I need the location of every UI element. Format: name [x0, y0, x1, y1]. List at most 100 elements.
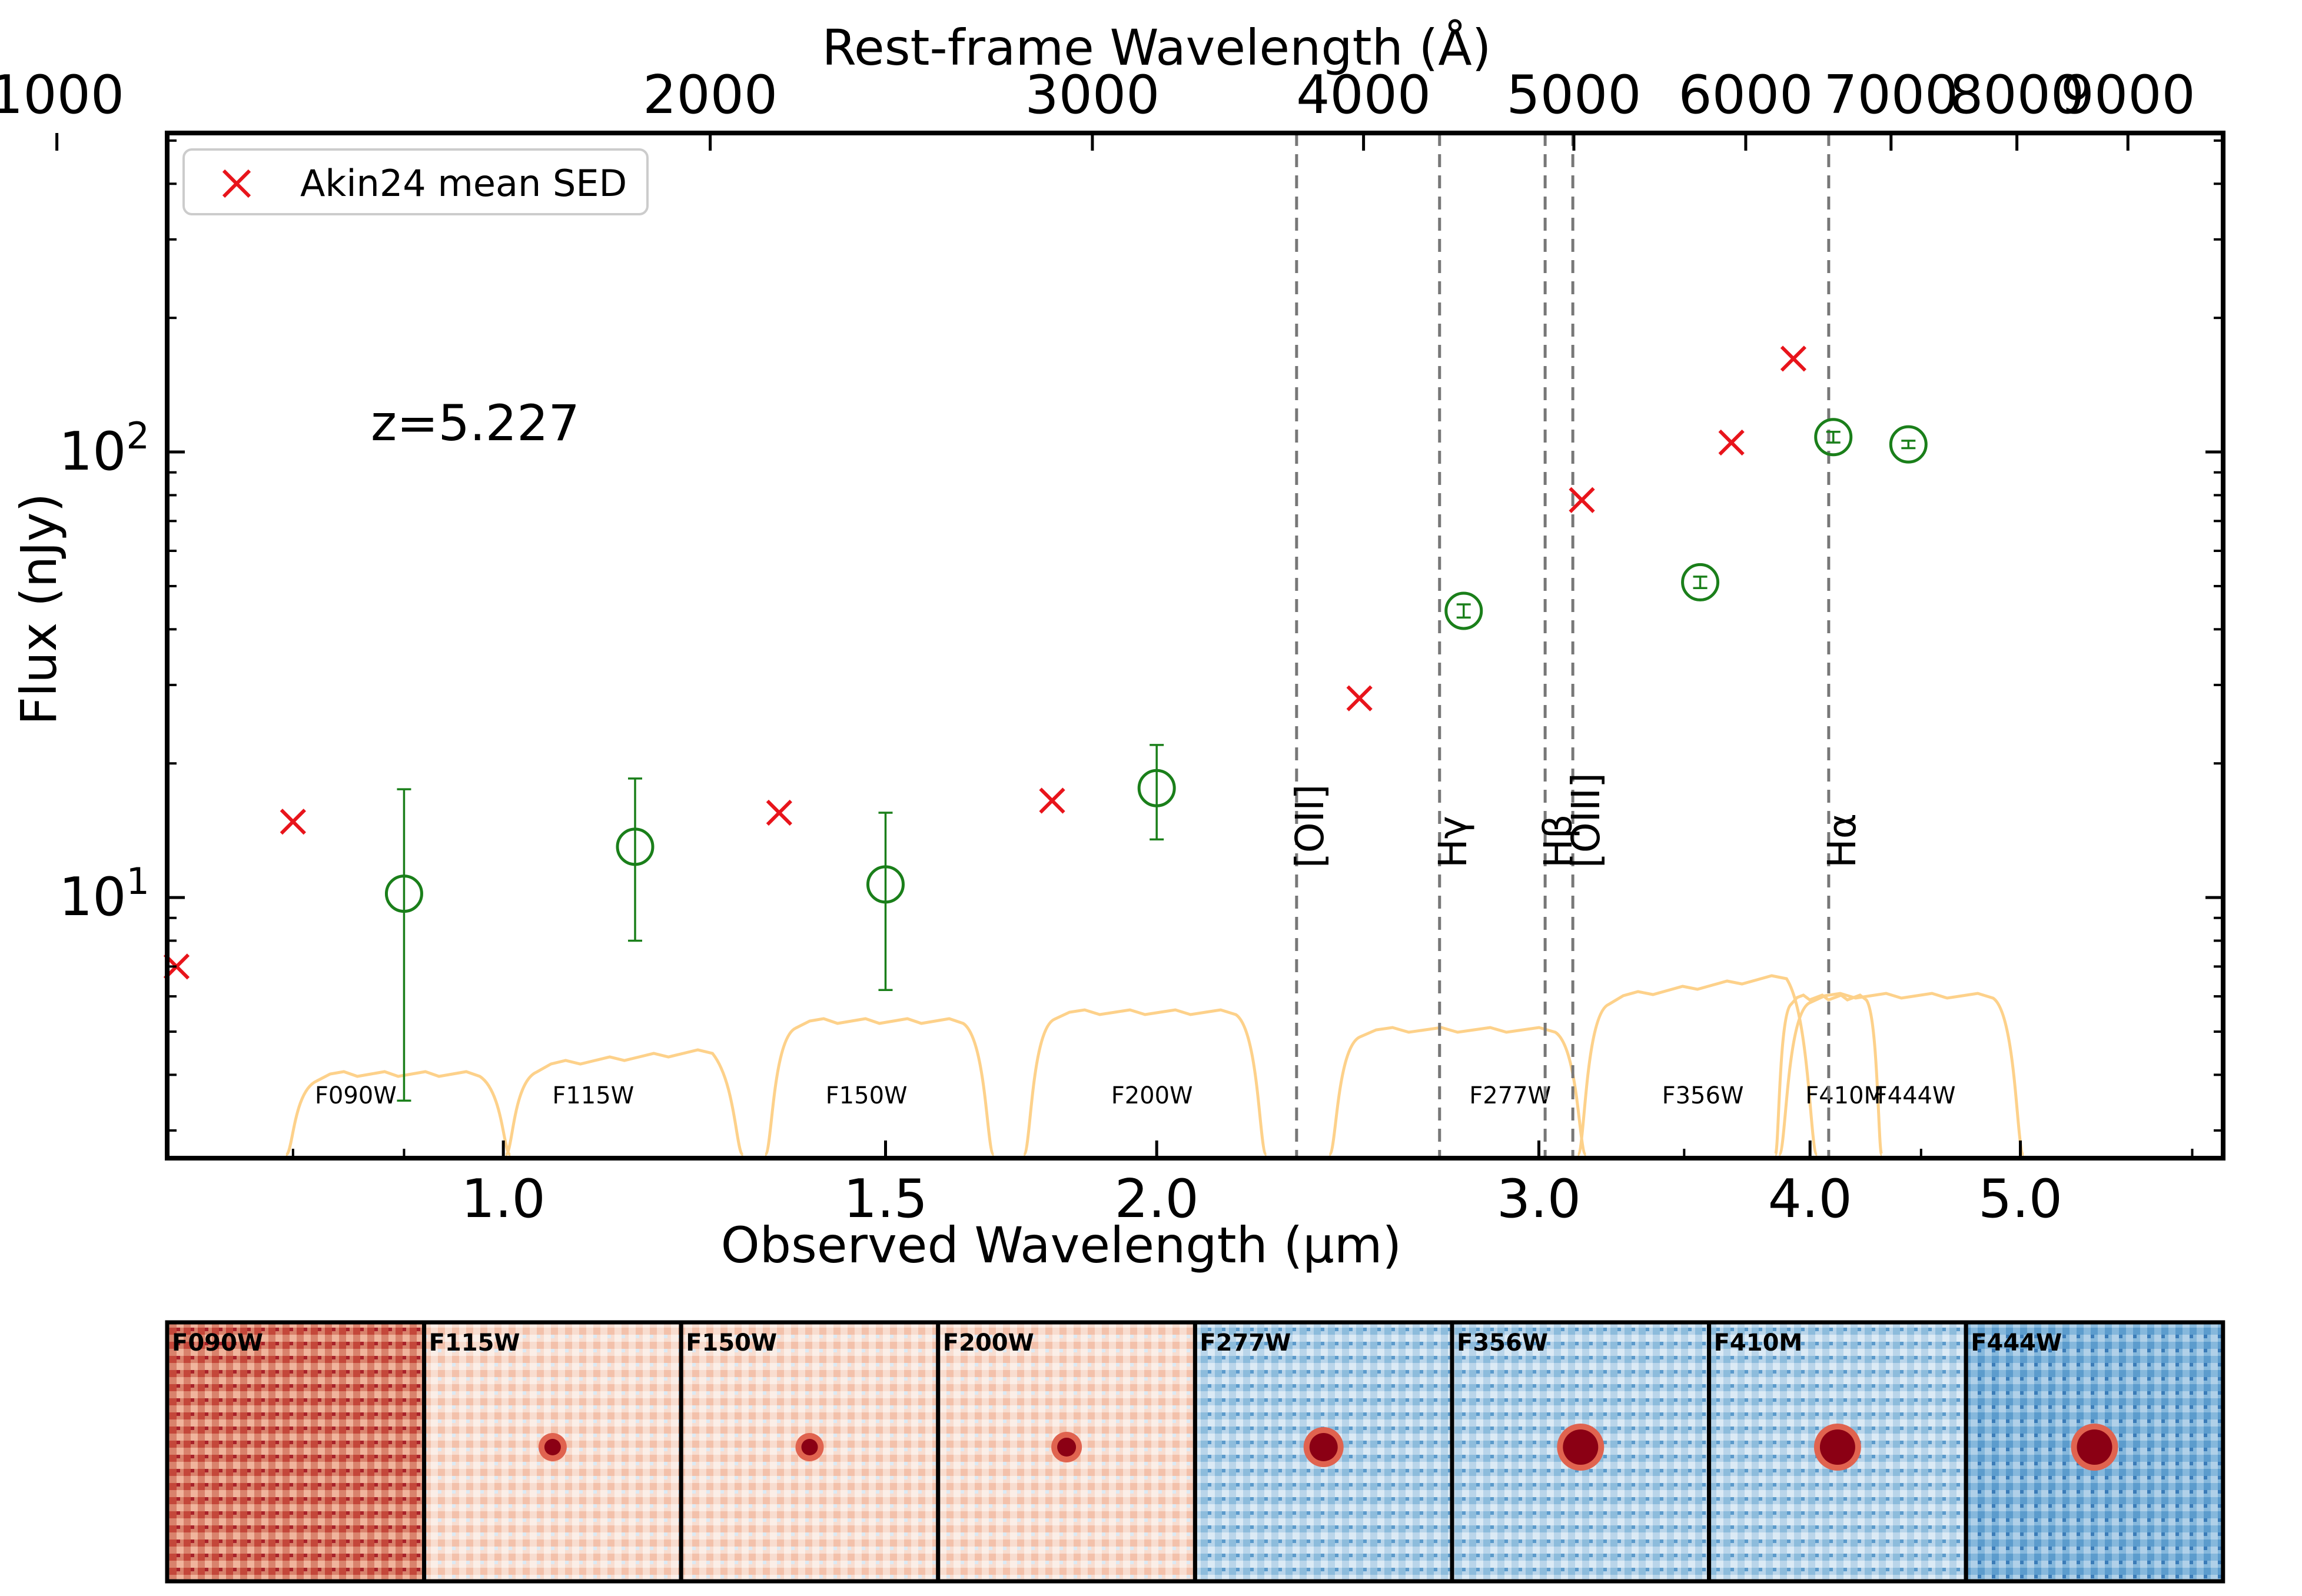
filter-label-f410m: F410M — [1805, 1082, 1884, 1109]
top-tick-label-7: 8000 — [1949, 64, 2084, 126]
cutout-f200w: F200W — [936, 1320, 1197, 1584]
cutout-f356w: F356W — [1450, 1320, 1712, 1584]
photometry-point-5 — [1681, 563, 1720, 601]
cutout-source-4 — [1309, 1433, 1338, 1461]
filter-curve-f090w — [285, 1070, 511, 1156]
emission-lines: [OII] Hγ Hβ[OIII] Hα — [1287, 133, 1865, 1158]
filter-curve-f115w — [504, 1048, 744, 1156]
cutout-source-5 — [1563, 1429, 1599, 1465]
top-tick-label-1: 2000 — [643, 64, 778, 126]
akin24-point-7 — [1780, 345, 1807, 372]
filter-curve-f410m — [1773, 993, 1884, 1156]
emission-line-label-0: [OII] — [1287, 784, 1333, 868]
cutout-label-f444w: F444W — [1971, 1329, 2062, 1356]
x-tick-label-4: 4.0 — [1768, 1168, 1852, 1230]
x-tick-label-1: 1.5 — [843, 1168, 928, 1230]
top-tick-label-8: 9000 — [2061, 64, 2195, 126]
cutout-f090w: F090W — [165, 1320, 427, 1584]
top-tick-label-4: 5000 — [1506, 64, 1641, 126]
legend-box — [182, 148, 649, 215]
cutout-label-f090w: F090W — [172, 1329, 263, 1356]
errorbar-6 — [1826, 430, 1841, 444]
cutout-label-f115w: F115W — [429, 1329, 520, 1356]
cutout-frame-7 — [1964, 1320, 2225, 1584]
emission-line-label-1: Hγ — [1430, 816, 1476, 868]
cutout-source-2 — [801, 1439, 818, 1455]
cutout-source-3 — [1057, 1438, 1077, 1457]
akin24-point-6 — [1718, 429, 1745, 456]
top-axis-title: Rest-frame Wavelength (Å) — [822, 18, 1491, 77]
filter-curve-f356w — [1576, 974, 1819, 1156]
akin24-point-1 — [280, 809, 306, 835]
legend-label-akin24: Akin24 mean SED — [300, 162, 627, 205]
errorbar-7 — [1901, 440, 1916, 450]
cutout-f150w: F150W — [679, 1320, 941, 1584]
cutout-f115w: F115W — [422, 1320, 683, 1584]
filter-label-f277w: F277W — [1469, 1082, 1551, 1109]
cutout-source-1 — [544, 1439, 561, 1455]
y-tick-label-0: 101 — [59, 860, 150, 928]
cutout-label-f150w: F150W — [686, 1329, 777, 1356]
legend-marker-x — [222, 169, 251, 198]
cutout-image-f090w — [167, 1322, 424, 1581]
photometry-point-1 — [616, 827, 655, 866]
cutout-label-f277w: F277W — [1200, 1329, 1291, 1356]
photometry-point-4 — [1444, 591, 1483, 630]
top-tick-label-2: 3000 — [1025, 64, 1160, 126]
axis-ticks: 1.0 1.5 2.0 3.0 4.0 5.0 1000 2000 3000 4000 5000 60… — [0, 64, 2223, 1230]
cutout-strip: F090W F115W F150W F200W F277W F356W F410M F444W — [165, 1320, 2225, 1584]
filter-label-f444w: F444W — [1874, 1082, 1956, 1109]
y-axis-title: Flux (nJy) — [10, 493, 68, 726]
cutout-source-6 — [1819, 1429, 1855, 1465]
filter-curve-f277w — [1327, 1026, 1587, 1156]
filter-label-f200w: F200W — [1111, 1082, 1193, 1109]
plot-frame — [165, 131, 2225, 1161]
photometry-point-2 — [866, 865, 905, 904]
top-tick-label-6: 7000 — [1823, 64, 1958, 126]
cutout-f444w: F444W — [1964, 1320, 2225, 1584]
akin24-point-3 — [1039, 787, 1065, 814]
cutout-f410m: F410M — [1707, 1320, 1968, 1584]
top-tick-label-3: 4000 — [1296, 64, 1431, 126]
x-axis-title: Observed Wavelength (μm) — [721, 1216, 1402, 1274]
top-tick-label-0: 1000 — [0, 64, 124, 126]
errorbar-3 — [1150, 744, 1164, 841]
filter-label-f090w: F090W — [315, 1082, 397, 1109]
error-bars — [397, 430, 1916, 1102]
errorbar-4 — [1456, 603, 1471, 619]
errorbar-5 — [1693, 576, 1708, 590]
emission-line-label-3: [OIII] — [1563, 773, 1609, 868]
photometry-point-6 — [1814, 418, 1853, 457]
emission-line-label-4: Hα — [1819, 813, 1865, 868]
filter-curve-f150w — [763, 1017, 995, 1156]
x-tick-label-5: 5.0 — [1978, 1168, 2062, 1230]
photometry-point-3 — [1137, 769, 1176, 807]
photometry-point-0 — [384, 875, 423, 913]
akin24-point-2 — [766, 799, 792, 826]
data-points — [163, 345, 1928, 980]
top-tick-label-5: 6000 — [1678, 64, 1813, 126]
x-tick-label-0: 1.0 — [461, 1168, 546, 1230]
legend: Akin24 mean SED — [182, 148, 649, 215]
redshift-label: z=5.227 — [371, 394, 580, 452]
cutout-label-f356w: F356W — [1457, 1329, 1548, 1356]
errorbar-0 — [397, 788, 411, 1102]
filter-curve-f444w — [1778, 992, 2025, 1156]
cutout-label-f200w: F200W — [943, 1329, 1034, 1356]
errorbar-1 — [627, 777, 642, 942]
cutout-source-7 — [2077, 1429, 2112, 1465]
filter-label-f150w: F150W — [826, 1082, 908, 1109]
y-tick-label-1: 102 — [59, 414, 150, 483]
filter-label-f356w: F356W — [1662, 1082, 1744, 1109]
cutout-f277w: F277W — [1192, 1320, 1454, 1584]
x-tick-label-2: 2.0 — [1115, 1168, 1199, 1230]
filter-curve-f200w — [1022, 1008, 1268, 1156]
cutout-label-f410m: F410M — [1714, 1329, 1803, 1356]
x-tick-label-3: 3.0 — [1497, 1168, 1581, 1230]
akin24-point-4 — [1346, 685, 1373, 711]
photometry-point-7 — [1889, 425, 1928, 464]
akin24-point-5 — [1569, 487, 1595, 513]
filter-label-f115w: F115W — [552, 1082, 634, 1109]
